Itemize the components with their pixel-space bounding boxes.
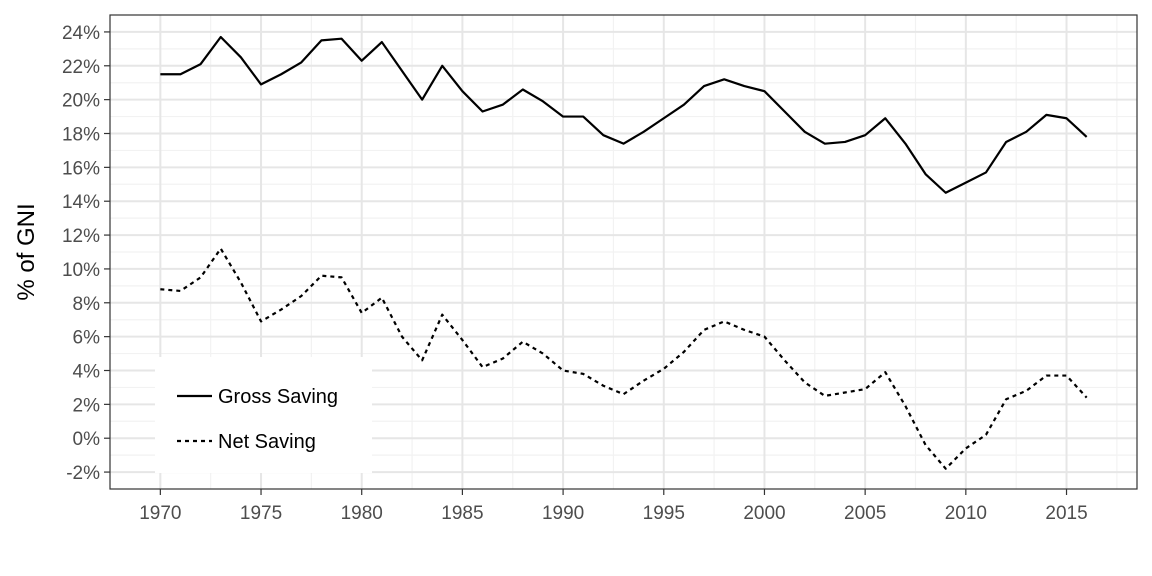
series-line-gross-saving: [160, 35, 1088, 194]
x-tick-label: 1970: [139, 503, 181, 524]
y-tick-label: 6%: [73, 328, 101, 349]
panel-border: [109, 14, 1138, 490]
y-tick-label: 16%: [62, 158, 100, 179]
x-tick-label: 1980: [341, 503, 383, 524]
y-tick-label: 0%: [73, 429, 101, 450]
y-tick-label: 4%: [73, 362, 101, 383]
x-tick-label: 1985: [441, 503, 483, 524]
y-tick-label: 14%: [62, 192, 100, 213]
legend-background: [155, 357, 372, 473]
x-tick-label: 2015: [1045, 503, 1087, 524]
legend: Gross Saving Net Saving: [155, 357, 372, 473]
legend-label-gross-saving: Gross Saving: [218, 386, 338, 408]
y-axis: -2% 0% 2% 4% 6% 8% 10% 12% 14% 16% 18% 20% 22% 24%: [62, 23, 110, 484]
legend-label-net-saving: Net Saving: [218, 431, 316, 453]
data-lines: [160, 35, 1088, 470]
x-axis: 1970 1975 1980 1985 1990 1995 2000 2005 2010 2015: [139, 489, 1088, 524]
x-tick-label: 1990: [542, 503, 584, 524]
x-tick-label: 1995: [643, 503, 685, 524]
y-tick-label: 22%: [62, 57, 100, 78]
y-tick-label: 10%: [62, 260, 100, 281]
y-tick-label: -2%: [66, 463, 100, 484]
y-tick-label: 8%: [73, 294, 101, 315]
y-tick-label: 2%: [73, 395, 101, 416]
y-tick-label: 12%: [62, 226, 100, 247]
x-tick-label: 2005: [844, 503, 886, 524]
x-tick-label: 2010: [945, 503, 987, 524]
y-axis-title: % of GNI: [13, 203, 40, 300]
y-tick-label: 20%: [62, 91, 100, 112]
y-tick-label: 18%: [62, 125, 100, 146]
y-tick-label: 24%: [62, 23, 100, 44]
x-tick-label: 2000: [743, 503, 785, 524]
x-tick-label: 1975: [240, 503, 282, 524]
